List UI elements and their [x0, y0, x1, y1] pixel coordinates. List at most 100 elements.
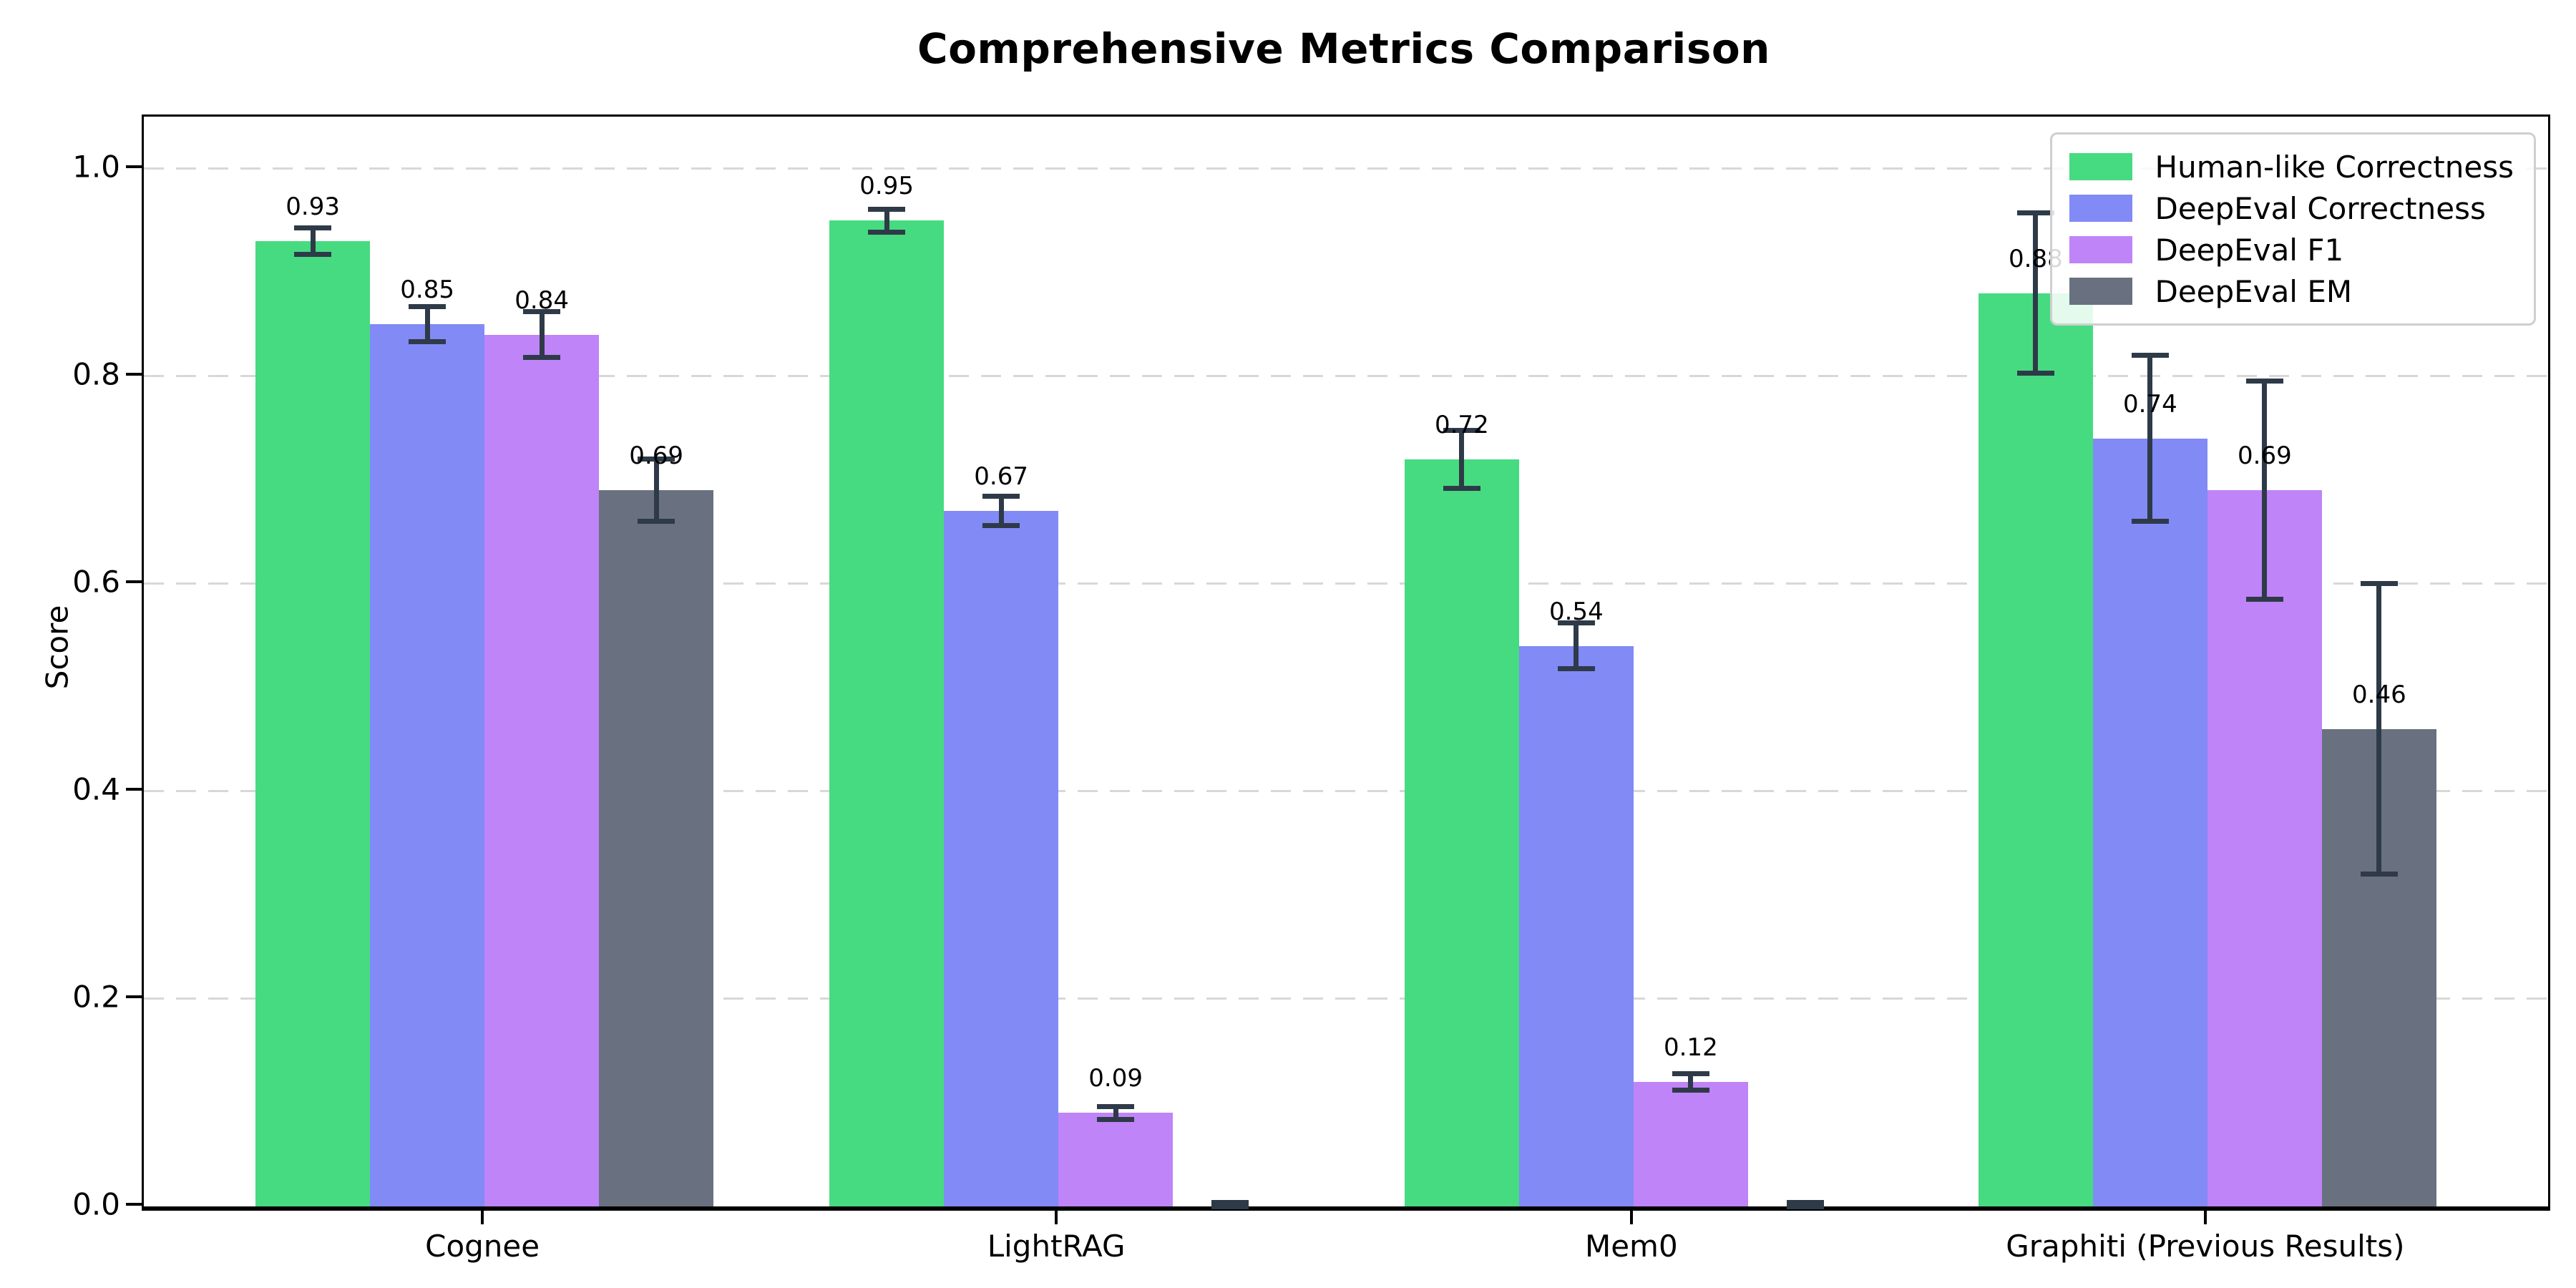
error-bar-cap: [1211, 1199, 1249, 1205]
bar-value-label: 0.12: [1663, 1033, 1718, 1062]
bar-value-label: 0.85: [400, 275, 454, 305]
error-bar-cap: [1786, 1199, 1824, 1205]
error-bar-line: [1688, 1073, 1694, 1091]
legend-item: DeepEval EM: [2069, 270, 2514, 312]
error-bar-cap: [294, 252, 332, 258]
bar-value-label: 0.84: [514, 286, 569, 315]
y-tick-label: 1.0: [72, 149, 120, 185]
error-bar-cap: [409, 303, 447, 309]
error-bar-cap: [2360, 872, 2398, 877]
error-bar-cap: [523, 309, 561, 315]
y-tick-label: 0.8: [72, 356, 120, 392]
error-bar-cap: [2131, 353, 2169, 358]
legend-swatch: [2069, 195, 2132, 222]
y-tick-mark: [126, 165, 142, 168]
error-bar-line: [1113, 1106, 1118, 1120]
bar-value-label: 0.74: [2123, 389, 2177, 419]
error-bar-cap: [2016, 210, 2054, 216]
error-bar-line: [1459, 430, 1465, 489]
y-tick-label: 0.6: [72, 564, 120, 600]
error-bar-cap: [868, 229, 906, 235]
bar: [829, 220, 945, 1206]
bar-value-label: 0.72: [1434, 410, 1489, 439]
x-tick-label: Graphiti (Previous Results): [2006, 1229, 2405, 1264]
y-tick-mark: [126, 372, 142, 376]
bar: [2207, 490, 2322, 1206]
bar: [1058, 1113, 1174, 1206]
legend-swatch: [2069, 153, 2132, 180]
bar: [1404, 459, 1519, 1206]
y-axis-label: Score: [39, 605, 75, 690]
error-bar-cap: [2360, 581, 2398, 587]
error-bar-line: [2033, 213, 2039, 374]
error-bar-line: [1574, 623, 1579, 669]
x-tick-mark: [1055, 1209, 1058, 1224]
y-tick-label: 0.0: [72, 1186, 120, 1222]
y-tick-mark: [126, 1203, 142, 1206]
error-bar-line: [539, 311, 545, 358]
bar: [1633, 1081, 1748, 1206]
bar: [484, 334, 600, 1206]
chart-title: Comprehensive Metrics Comparison: [917, 24, 1770, 73]
bar-value-label: 0.69: [629, 441, 683, 471]
error-bar-cap: [2245, 379, 2283, 384]
bar: [255, 241, 371, 1206]
bar: [599, 490, 714, 1206]
error-bar-line: [2376, 583, 2382, 874]
error-bar-cap: [1557, 620, 1595, 626]
bar: [2092, 438, 2207, 1206]
x-tick-mark: [1629, 1209, 1633, 1224]
bar-value-label: 0.93: [286, 192, 340, 222]
x-tick-label: Cognee: [425, 1229, 540, 1264]
bar: [370, 324, 485, 1206]
legend-item: DeepEval Correctness: [2069, 187, 2514, 229]
error-bar-line: [2147, 355, 2153, 522]
x-tick-mark: [481, 1209, 484, 1224]
error-bar-cap: [868, 206, 906, 212]
error-bar-cap: [982, 494, 1020, 499]
error-bar-cap: [1672, 1088, 1709, 1093]
error-bar-cap: [1443, 485, 1480, 491]
bar-value-label: 0.09: [1088, 1064, 1143, 1093]
gridline: [144, 997, 2548, 1000]
error-bar-cap: [1672, 1070, 1709, 1076]
error-bar-line: [998, 496, 1004, 526]
error-bar-cap: [1097, 1104, 1135, 1110]
bar-value-label: 0.46: [2352, 680, 2406, 709]
error-bar-cap: [1211, 1204, 1249, 1209]
y-tick-label: 0.2: [72, 979, 120, 1015]
error-bar-cap: [2016, 370, 2054, 376]
x-tick-label: LightRAG: [987, 1229, 1126, 1264]
legend-item: DeepEval F1: [2069, 229, 2514, 270]
error-bar-cap: [409, 339, 447, 345]
legend-swatch: [2069, 236, 2132, 263]
y-tick-mark: [126, 787, 142, 791]
bar: [1978, 293, 2093, 1206]
y-tick-mark: [126, 995, 142, 998]
legend-label: DeepEval Correctness: [2155, 190, 2486, 226]
error-bar-line: [2262, 381, 2268, 600]
error-bar-cap: [638, 457, 675, 462]
error-bar-cap: [1786, 1204, 1824, 1209]
error-bar-cap: [294, 225, 332, 230]
gridline: [144, 582, 2548, 585]
x-tick-label: Mem0: [1584, 1229, 1678, 1264]
error-bar-cap: [1557, 666, 1595, 672]
legend-item: Human-like Correctness: [2069, 146, 2514, 187]
error-bar-line: [653, 459, 659, 522]
bar: [1518, 645, 1634, 1206]
legend-label: DeepEval EM: [2155, 273, 2353, 309]
error-bar-cap: [2131, 519, 2169, 525]
error-bar-cap: [638, 519, 675, 525]
bar-value-label: 0.67: [974, 462, 1028, 492]
error-bar-cap: [1097, 1116, 1135, 1122]
error-bar-line: [424, 306, 430, 342]
y-tick-label: 0.4: [72, 771, 120, 807]
error-bar-cap: [1443, 427, 1480, 433]
bar-value-label: 0.95: [859, 172, 914, 201]
error-bar-cap: [523, 355, 561, 360]
legend-label: Human-like Correctness: [2155, 149, 2514, 185]
error-bar-line: [884, 209, 889, 232]
y-tick-mark: [126, 580, 142, 583]
